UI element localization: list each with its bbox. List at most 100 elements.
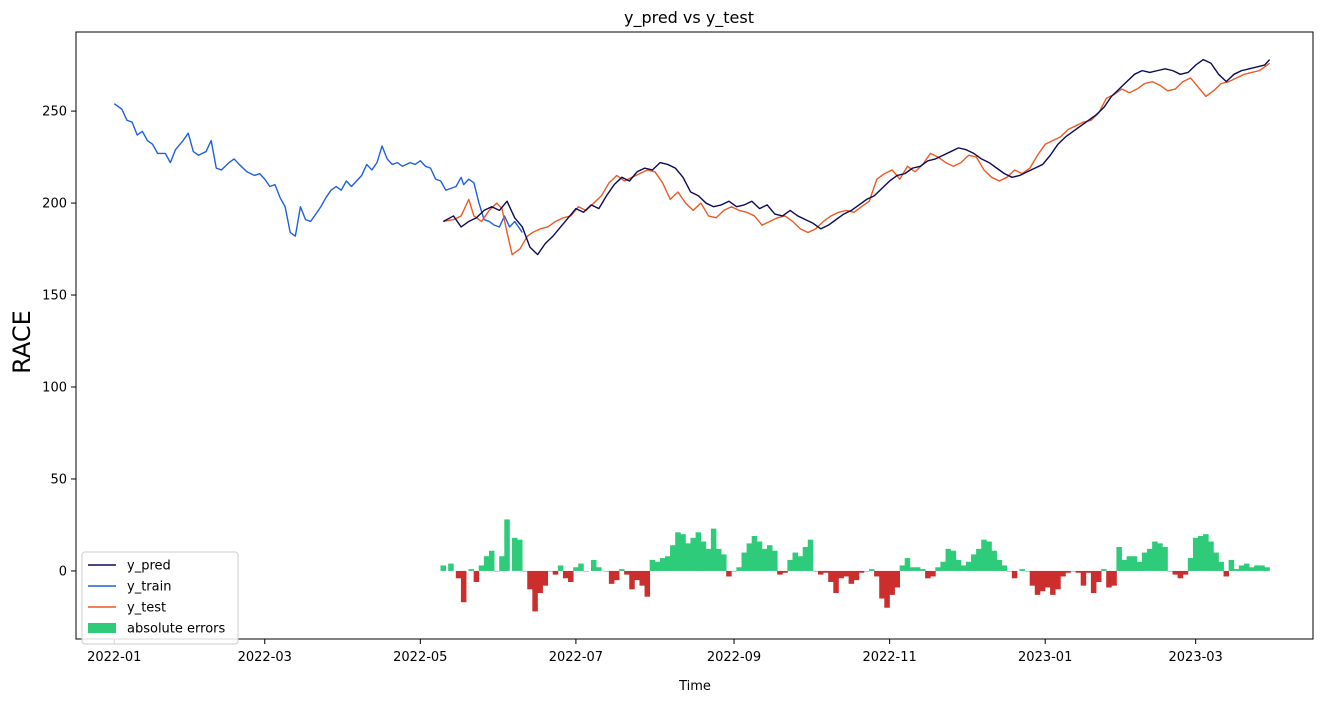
error-bar-26 [583, 570, 589, 572]
error-bar-122 [1080, 570, 1087, 586]
x-tick-label-4: 2022-09 [707, 650, 761, 665]
error-bar-150 [1223, 570, 1230, 577]
error-bar-79 [858, 570, 865, 573]
error-bar-0 [440, 565, 447, 571]
error-bar-124 [1090, 570, 1097, 594]
error-bar-132 [1131, 556, 1138, 571]
error-bar-135 [1147, 548, 1153, 571]
error-bars [440, 519, 1270, 612]
error-bar-84 [884, 570, 890, 608]
error-bar-2 [455, 570, 462, 579]
error-bar-117 [1055, 570, 1061, 590]
legend-swatch-3 [88, 623, 116, 633]
error-bar-155 [1249, 567, 1255, 571]
error-bar-52 [721, 554, 727, 571]
error-bar-86 [894, 570, 901, 588]
legend: y_pred y_train y_test absolute errors [81, 551, 239, 645]
error-bar-113 [1034, 570, 1041, 595]
error-bar-128 [1111, 570, 1117, 586]
x-tick-label-0: 2022-01 [87, 650, 141, 665]
legend-label-1: y_train [127, 580, 171, 595]
error-bar-28 [596, 567, 602, 571]
error-bar-93 [930, 570, 936, 577]
error-bar-126 [1101, 569, 1107, 571]
error-bar-125 [1096, 570, 1102, 582]
error-bar-92 [925, 570, 931, 579]
plot-area [113, 58, 1271, 612]
error-bar-110 [1019, 569, 1025, 571]
legend-label-0: y_pred [127, 559, 171, 574]
error-bar-51 [715, 548, 722, 571]
error-bar-146 [1203, 534, 1209, 571]
error-bar-67 [797, 556, 804, 571]
error-bar-56 [741, 552, 747, 571]
y-tick-label-2: 100 [42, 381, 67, 396]
error-bar-45 [685, 543, 691, 571]
error-bar-114 [1039, 570, 1046, 592]
error-bar-140 [1172, 570, 1179, 575]
error-bar-138 [1162, 547, 1168, 571]
error-bar-118 [1060, 570, 1066, 577]
error-bar-18 [542, 570, 549, 586]
error-bar-30 [608, 570, 615, 584]
y-tick-label-4: 200 [42, 197, 67, 212]
error-bar-8 [488, 550, 495, 571]
error-bar-9 [494, 570, 500, 572]
error-bar-133 [1136, 561, 1143, 571]
error-bar-34 [629, 570, 635, 590]
error-bar-129 [1116, 547, 1122, 571]
error-bar-148 [1213, 552, 1219, 571]
error-bar-16 [532, 570, 538, 612]
error-bar-10 [499, 556, 505, 571]
error-bar-54 [731, 570, 737, 572]
x-tick-label-1: 2022-03 [238, 650, 292, 665]
error-bar-100 [965, 561, 972, 571]
error-bar-49 [705, 548, 712, 571]
error-bar-149 [1218, 561, 1224, 571]
error-bar-153 [1238, 565, 1245, 571]
error-bar-21 [557, 565, 564, 571]
error-bar-127 [1106, 570, 1112, 588]
error-bar-20 [552, 570, 559, 575]
error-bar-109 [1011, 570, 1018, 579]
y-tick-label-1: 50 [50, 472, 67, 487]
error-bar-80 [863, 570, 870, 572]
error-bar-14 [522, 570, 528, 572]
error-bar-40 [659, 558, 666, 571]
error-bar-102 [976, 548, 982, 571]
error-bar-47 [695, 532, 702, 571]
error-bar-96 [945, 548, 952, 571]
error-bar-78 [853, 570, 860, 581]
error-bar-46 [690, 537, 696, 571]
error-bar-72 [823, 570, 829, 573]
error-bar-57 [746, 543, 753, 571]
error-bar-142 [1182, 570, 1189, 575]
error-bar-119 [1065, 570, 1071, 573]
error-bar-71 [818, 570, 824, 575]
error-bar-152 [1233, 569, 1240, 571]
error-bar-137 [1157, 543, 1163, 571]
error-bar-43 [675, 532, 681, 571]
error-bar-76 [843, 570, 850, 577]
error-bar-95 [940, 561, 946, 571]
error-bar-115 [1045, 570, 1051, 588]
error-bar-6 [478, 565, 485, 571]
error-bar-143 [1187, 558, 1194, 571]
error-bar-74 [833, 570, 839, 594]
plot-frame [75, 31, 1314, 640]
error-bar-38 [649, 559, 656, 571]
x-axis: 2022-01 2022-03 2022-05 2022-07 2022-09 2022-… [87, 639, 1223, 665]
error-bar-88 [904, 558, 911, 571]
error-bar-53 [726, 570, 732, 577]
error-bar-62 [772, 550, 778, 571]
error-bar-103 [981, 539, 987, 571]
error-bar-94 [935, 567, 941, 571]
error-bar-64 [782, 570, 788, 573]
error-bar-29 [603, 570, 610, 572]
error-bar-107 [1001, 565, 1008, 571]
error-bar-37 [644, 570, 651, 597]
x-tick-label-5: 2022-11 [862, 650, 916, 665]
error-bar-75 [838, 570, 844, 579]
error-bar-101 [971, 554, 977, 571]
error-bar-60 [761, 548, 768, 571]
